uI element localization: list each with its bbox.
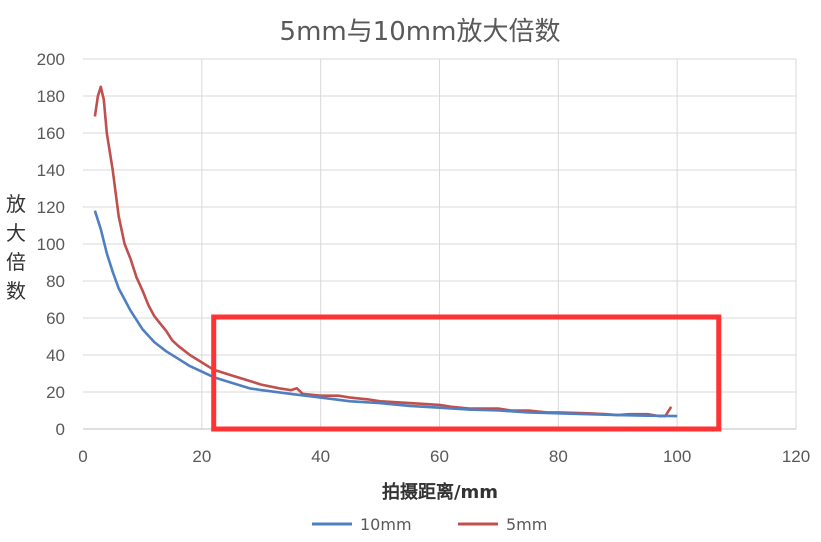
x-tick-label-0: 0 [78, 447, 87, 466]
x-tick-labels: 0 20 40 60 80 100 120 [78, 447, 810, 466]
grid-lines [83, 58, 797, 429]
x-tick-label-2: 40 [311, 447, 330, 466]
y-tick-label-8: 160 [37, 124, 65, 143]
y-tick-label-5: 100 [37, 235, 65, 254]
series-line-10mm [93, 210, 678, 418]
y-tick-label-6: 120 [37, 198, 65, 217]
x-tick-label-4: 80 [549, 447, 568, 466]
y-tick-label-10: 200 [37, 50, 65, 69]
x-tick-label-5: 100 [663, 447, 691, 466]
y-tick-label-0: 0 [56, 420, 65, 439]
y-tick-label-1: 20 [46, 383, 65, 402]
y-tick-label-7: 140 [37, 161, 65, 180]
y-axis-label-char-2: 倍 [6, 250, 26, 274]
legend-label-10mm: 10mm [360, 515, 412, 534]
y-tick-label-3: 60 [46, 309, 65, 328]
y-tick-labels: 0 20 40 60 80 100 120 140 160 180 200 [37, 50, 65, 439]
y-axis-label-char-0: 放 [6, 192, 26, 216]
x-tick-label-1: 20 [192, 447, 211, 466]
y-axis-label: 放大倍数 [6, 192, 26, 303]
x-tick-label-6: 120 [782, 447, 810, 466]
x-axis-label: 拍摄距离/mm [382, 481, 498, 503]
legend: 10mm 5mm [312, 515, 547, 534]
series-lines [93, 85, 678, 418]
x-tick-label-3: 60 [430, 447, 449, 466]
legend-label-5mm: 5mm [506, 515, 547, 534]
series-line-5mm [93, 85, 673, 418]
y-tick-label-9: 180 [37, 87, 65, 106]
y-tick-label-2: 40 [46, 346, 65, 365]
y-axis-label-char-3: 数 [6, 279, 26, 303]
chart-title: 5mm与10mm放大倍数 [280, 17, 561, 47]
y-tick-label-4: 80 [46, 272, 65, 291]
y-axis-label-char-1: 大 [6, 221, 26, 245]
highlight-box [211, 314, 722, 432]
